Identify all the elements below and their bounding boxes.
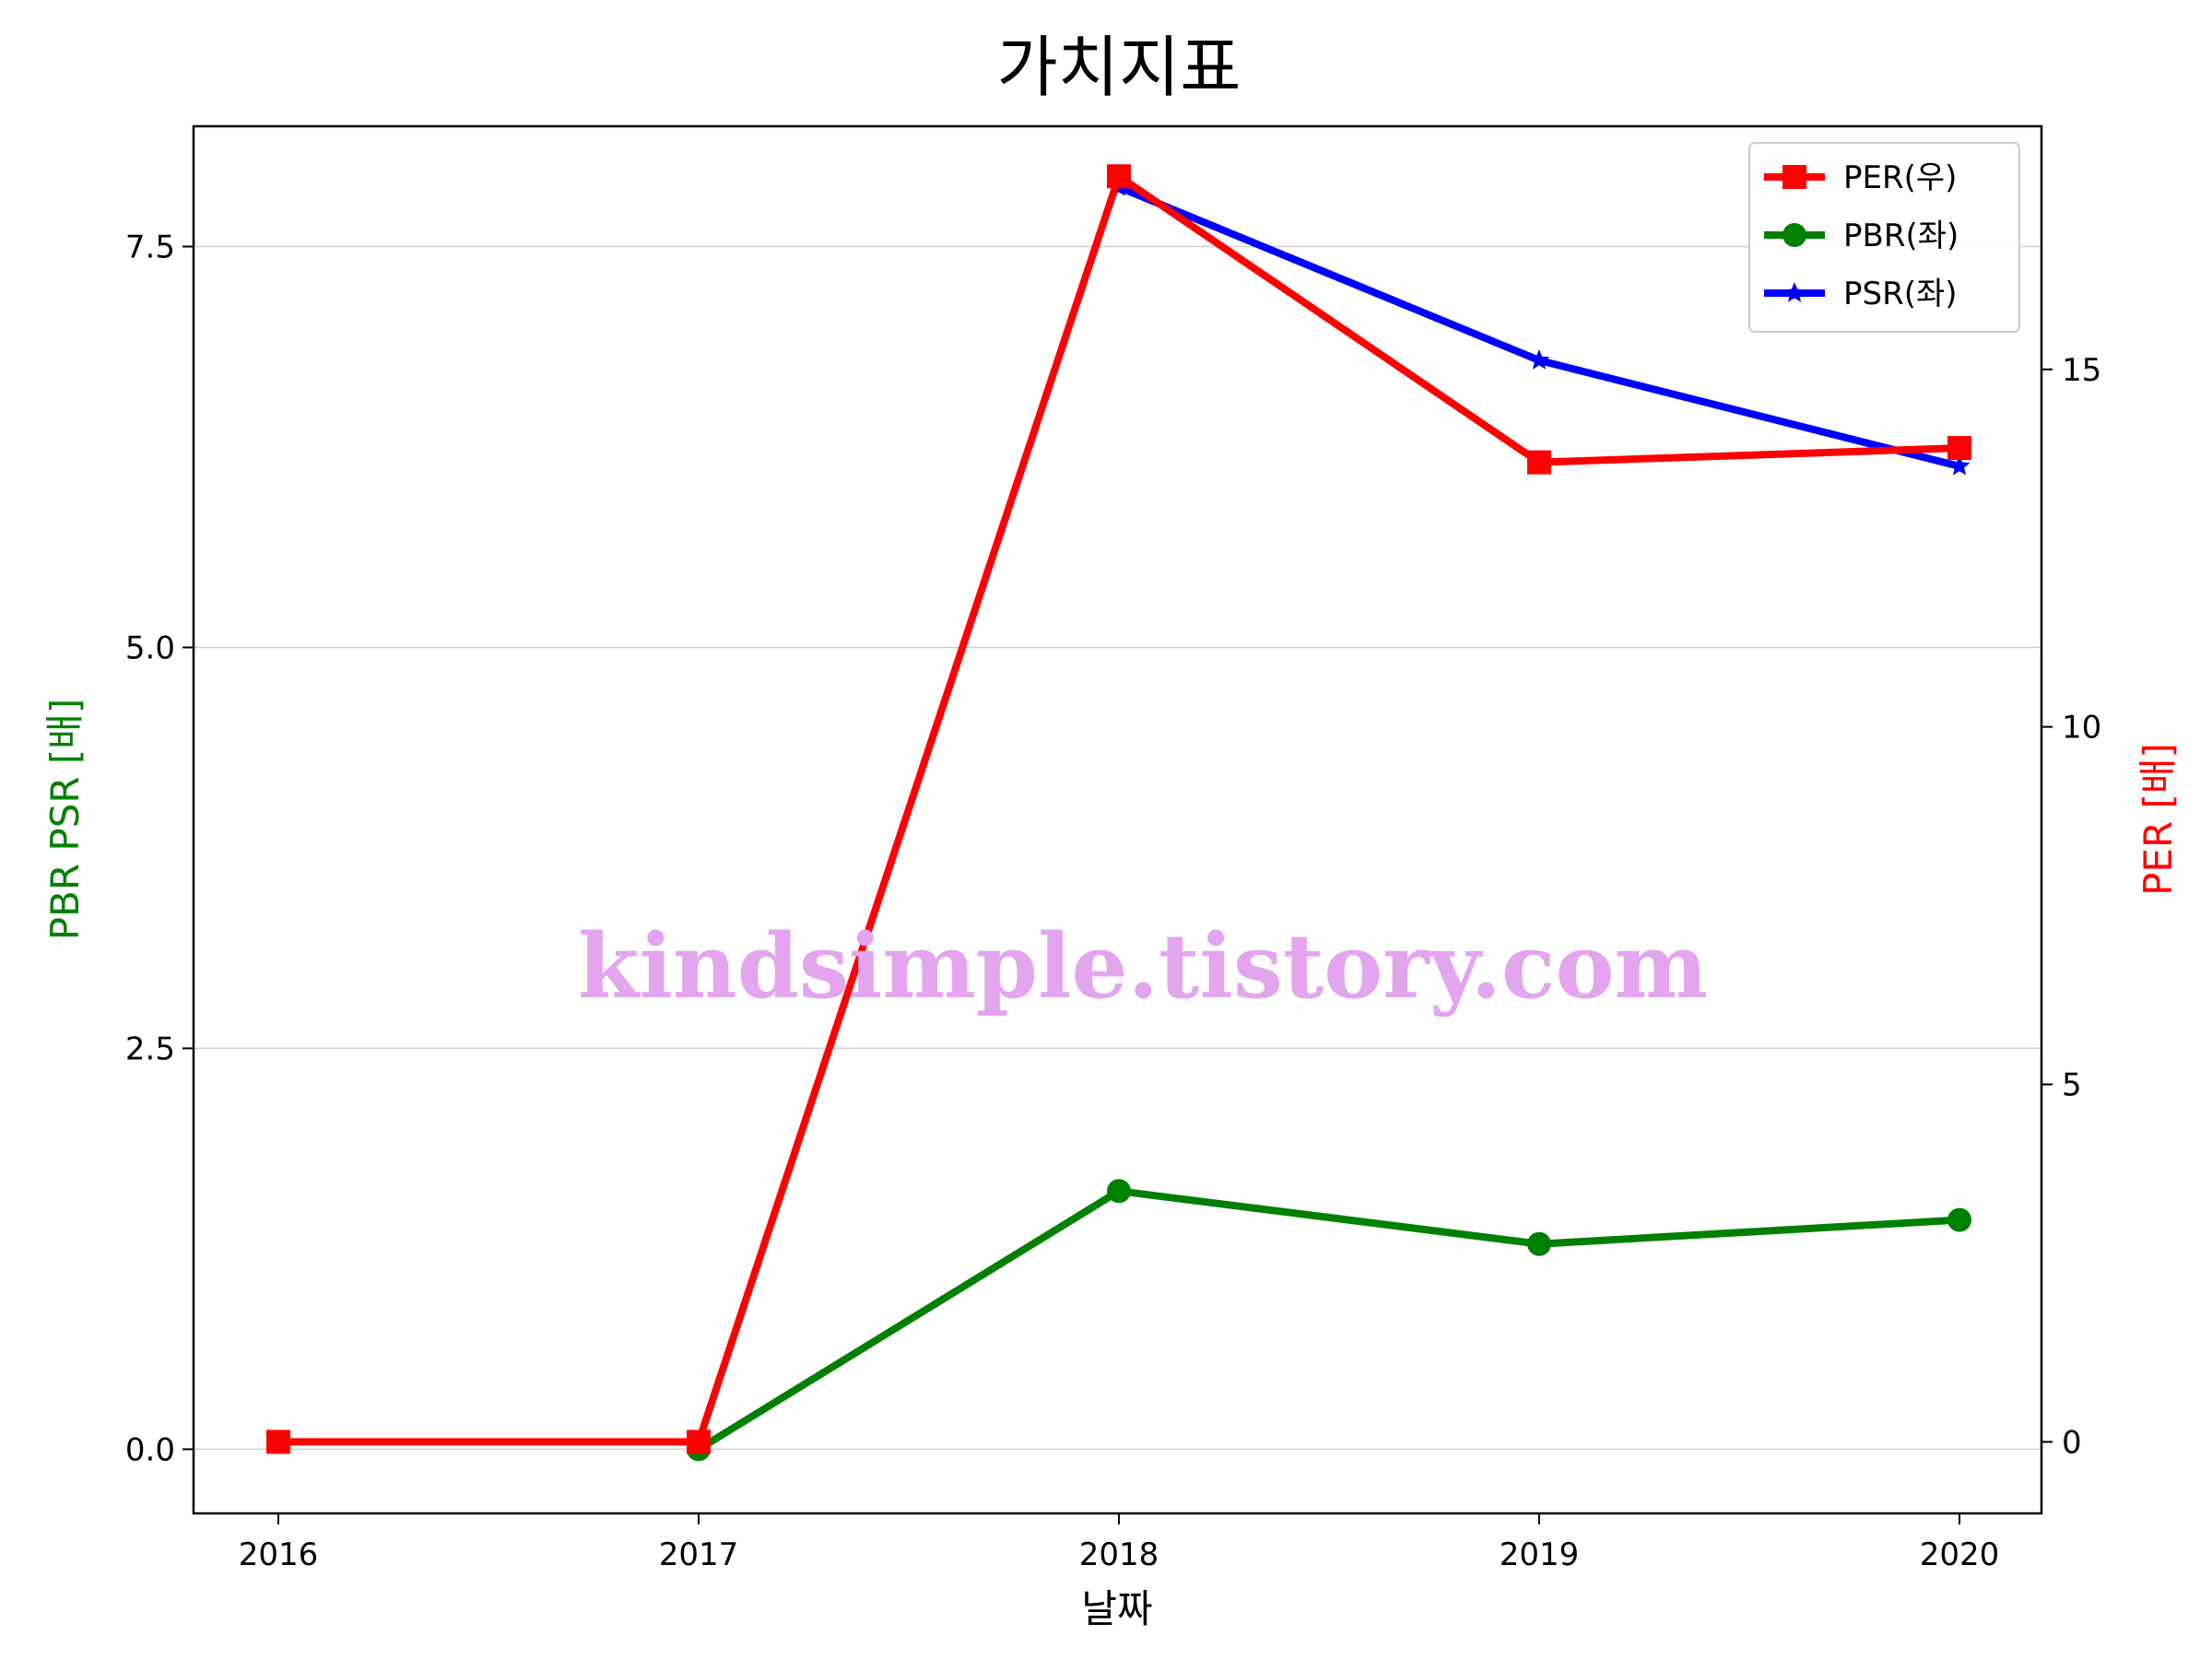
data-point [1947,1207,1971,1232]
y-left-tick-label: 0.0 [125,1431,175,1468]
legend-marker [1783,165,1806,189]
y-left-tick-label: 5.0 [125,629,175,666]
y-left-tick-label: 7.5 [125,229,175,265]
legend-label: PER(우) [1843,159,1957,196]
data-point [1947,436,1971,461]
gridlines [194,245,2041,1451]
x-tick-label: 2017 [659,1536,739,1573]
y-axis-right-label: PER [배] [2136,743,2181,896]
data-point [1107,164,1131,189]
legend-marker [1783,282,1806,302]
data-point [1527,1231,1551,1256]
axes: 0.0 2.5 5.0 7.5 0 5 10 15 2016 2017 2018 2019 2020 [125,229,2101,1573]
y-axis-left-label: PBR PSR [배] [42,699,88,941]
watermark: kindsimple.tistory.com [578,914,1708,1018]
legend-label: PSR(좌) [1843,276,1958,312]
plot-frame [192,124,2043,1515]
chart-title: 가치지표 [997,29,1241,106]
legend-label: PBR(좌) [1843,218,1959,254]
y-right-tick-label: 5 [2062,1067,2082,1104]
x-tick-label: 2019 [1500,1536,1580,1573]
data-point [1527,450,1551,475]
series-line [693,1187,1964,1454]
y-left-tick-label: 2.5 [125,1030,175,1067]
x-tick-label: 2016 [239,1536,319,1573]
data-point [1528,349,1550,370]
y-right-tick-label: 15 [2062,352,2101,389]
data-point [1948,454,1971,476]
x-tick-label: 2020 [1920,1536,2000,1573]
y-right-tick-label: 10 [2062,710,2101,747]
data-point [266,1430,290,1454]
legend-marker [1783,223,1806,247]
legend: PER(우) PBR(좌) PSR(좌) [1748,142,2020,333]
data-point [1107,1179,1131,1204]
y-right-tick-label: 0 [2062,1424,2082,1461]
legend-box [1748,142,2020,333]
x-tick-label: 2018 [1079,1536,1159,1573]
series-lines [266,164,1971,1462]
data-point [687,1430,711,1454]
x-axis-label: 날짜 [1081,1586,1152,1631]
